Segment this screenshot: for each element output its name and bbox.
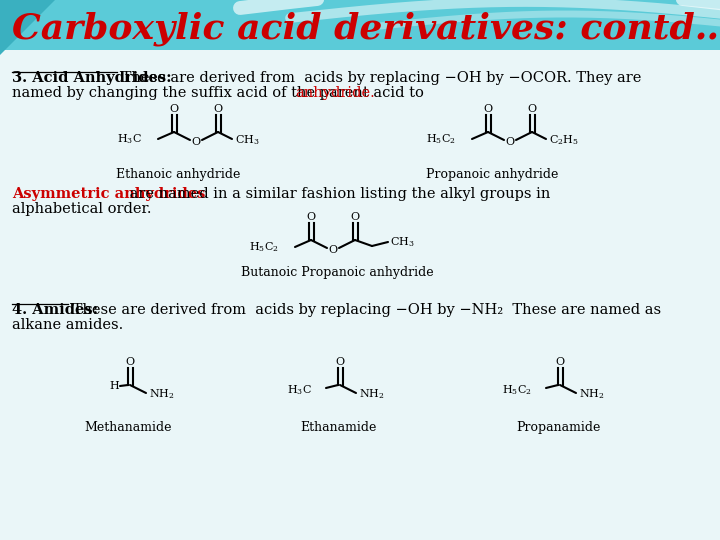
Text: O: O [125, 357, 135, 367]
Text: H: H [109, 381, 119, 391]
Text: O: O [192, 137, 201, 147]
Text: O: O [555, 357, 564, 367]
Text: O: O [483, 104, 492, 114]
Text: are named in a similar fashion listing the alkyl groups in: are named in a similar fashion listing t… [125, 187, 551, 201]
Text: alphabetical order.: alphabetical order. [12, 202, 151, 216]
Text: O: O [336, 357, 345, 367]
Text: $\mathregular{CH_3}$: $\mathregular{CH_3}$ [390, 235, 414, 249]
Text: anhydride.: anhydride. [294, 86, 374, 100]
Text: 3. Acid Anhydrides:: 3. Acid Anhydrides: [12, 71, 171, 85]
Text: Carboxylic acid derivatives: contd…: Carboxylic acid derivatives: contd… [12, 12, 720, 46]
Text: $\mathregular{H_5C_2}$: $\mathregular{H_5C_2}$ [502, 383, 532, 397]
Text: O: O [328, 245, 338, 255]
Text: $\mathregular{H_5C_2}$: $\mathregular{H_5C_2}$ [249, 240, 279, 254]
Text: Butanoic Propanoic anhydride: Butanoic Propanoic anhydride [240, 266, 433, 279]
Text: Propanamide: Propanamide [516, 421, 600, 434]
Text: O: O [505, 137, 515, 147]
Text: Propanoic anhydride: Propanoic anhydride [426, 168, 558, 181]
Text: $\mathregular{NH_2}$: $\mathregular{NH_2}$ [149, 387, 175, 401]
Text: O: O [351, 212, 359, 222]
Text: 4. Amides:: 4. Amides: [12, 303, 98, 317]
Text: $\mathregular{CH_3}$: $\mathregular{CH_3}$ [235, 133, 260, 147]
Text: $\mathregular{H_3C}$: $\mathregular{H_3C}$ [117, 132, 142, 146]
Text: $\mathregular{NH_2}$: $\mathregular{NH_2}$ [359, 387, 384, 401]
Text: Asymmetric anhydrides: Asymmetric anhydrides [12, 187, 205, 201]
Text: $\mathregular{H_5C_2}$: $\mathregular{H_5C_2}$ [426, 132, 456, 146]
Text: These are derived from  acids by replacing −OH by −OCOR. They are: These are derived from acids by replacin… [117, 71, 642, 85]
Text: named by changing the suffix acid of the parent acid to: named by changing the suffix acid of the… [12, 86, 428, 100]
Text: $\mathregular{C_2H_5}$: $\mathregular{C_2H_5}$ [549, 133, 579, 147]
Text: O: O [169, 104, 179, 114]
Polygon shape [0, 0, 55, 55]
Text: Methanamide: Methanamide [84, 421, 172, 434]
Text: O: O [213, 104, 222, 114]
Text: $\mathregular{H_3C}$: $\mathregular{H_3C}$ [287, 383, 312, 397]
Text: Ethanamide: Ethanamide [300, 421, 376, 434]
Text: Ethanoic anhydride: Ethanoic anhydride [116, 168, 240, 181]
Text: $\mathregular{NH_2}$: $\mathregular{NH_2}$ [579, 387, 605, 401]
Bar [0, 0, 720, 50]
Text: alkane amides.: alkane amides. [12, 318, 123, 332]
Text: These are derived from  acids by replacing −OH by −NH₂  These are named as: These are derived from acids by replacin… [68, 303, 661, 317]
Text: O: O [528, 104, 536, 114]
Text: O: O [307, 212, 315, 222]
